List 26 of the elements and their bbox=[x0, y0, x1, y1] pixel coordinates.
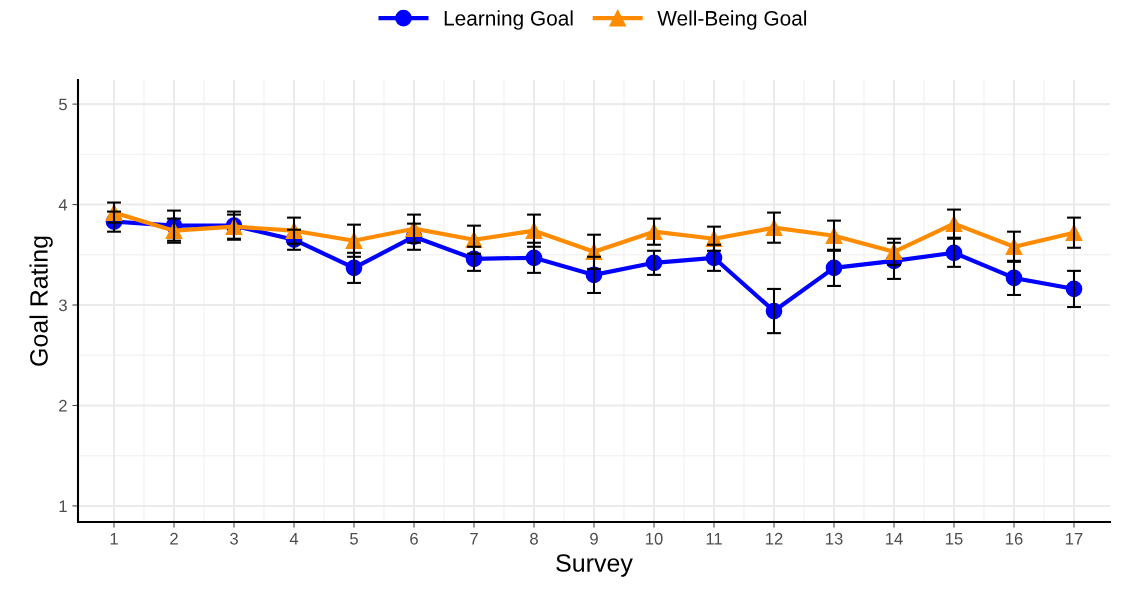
x-tick-label: 11 bbox=[706, 533, 722, 545]
x-tick-label: 9 bbox=[590, 532, 598, 545]
x-tick-label: 10 bbox=[646, 532, 663, 545]
y-tick-label: 4 bbox=[58, 199, 68, 211]
x-tick-label: 5 bbox=[350, 533, 358, 545]
x-tick-label: 13 bbox=[826, 532, 843, 545]
x-tick-label: 12 bbox=[766, 532, 783, 545]
x-axis-title: Survey bbox=[556, 554, 633, 577]
y-tick-label: 3 bbox=[58, 299, 67, 312]
legend-label: Well-Being Goal bbox=[657, 10, 807, 30]
y-tick-label: 1 bbox=[59, 500, 67, 512]
x-tick-label: 15 bbox=[946, 533, 963, 545]
x-tick-label: 2 bbox=[170, 532, 178, 545]
x-tick-label: 14 bbox=[886, 533, 903, 545]
x-tick-label: 8 bbox=[530, 532, 538, 545]
x-tick-label: 4 bbox=[289, 533, 299, 545]
x-tick-label: 3 bbox=[230, 532, 238, 545]
x-tick-label: 6 bbox=[410, 532, 418, 545]
x-tick-label: 17 bbox=[1066, 533, 1083, 545]
y-axis-title: Goal Rating bbox=[29, 236, 53, 366]
legend-label: Learning Goal bbox=[444, 10, 573, 30]
x-tick-label: 1 bbox=[110, 533, 118, 545]
x-tick-label: 7 bbox=[470, 533, 478, 545]
y-tick-label: 2 bbox=[59, 399, 67, 412]
y-tick-label: 5 bbox=[58, 98, 67, 111]
x-tick-label: 16 bbox=[1006, 532, 1023, 545]
